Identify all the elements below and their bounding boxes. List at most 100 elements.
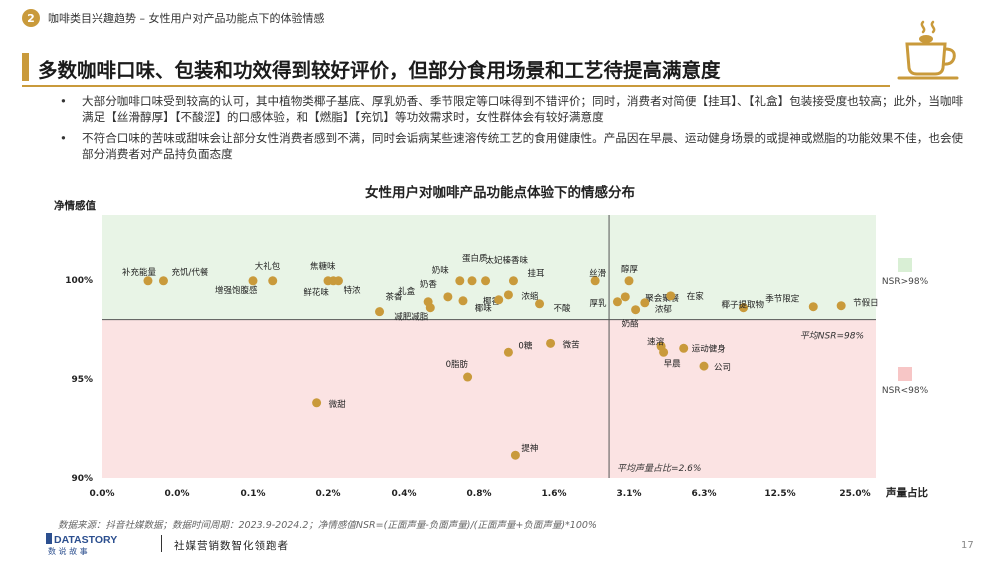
data-point (143, 276, 153, 286)
data-source-note: 数据来源：抖音社媒数据；数据时间周期：2023.9-2024.2；净情感值NSR… (58, 520, 597, 531)
x-tick-label: 3.1% (617, 489, 642, 499)
data-point (739, 303, 749, 313)
datastory-logo: DATASTORY 数 说 故 事 (46, 533, 117, 555)
coffee-cup-icon (897, 20, 959, 80)
y-tick-label: 90% (71, 474, 93, 484)
section-title: 咖啡类目兴趣趋势 – 女性用户对产品功能点下的体验情感 (48, 12, 325, 25)
data-point (508, 276, 518, 286)
legend-swatch-low (898, 367, 912, 381)
data-point (620, 292, 630, 302)
data-label: 挂耳 (527, 268, 545, 279)
data-label: 椰味 (475, 303, 493, 314)
data-label: 季节限定 (765, 294, 800, 305)
page-headline: 多数咖啡口味、包装和功效得到较好评价，但部分食用场景和工艺待提高满意度 (38, 59, 721, 82)
data-point (312, 398, 322, 408)
section-number: 2 (22, 9, 40, 27)
data-point (158, 276, 168, 286)
data-label: 奶味 (432, 265, 450, 276)
data-label: 椰子提取物 (722, 300, 765, 311)
data-point (268, 276, 278, 286)
data-point (631, 305, 641, 315)
svg-text:DATASTORY: DATASTORY (54, 534, 117, 546)
data-label: 焦糖味 (310, 261, 336, 272)
data-label: 在家 (687, 291, 705, 302)
legend-swatch-high (898, 258, 912, 272)
x-tick-label: 1.6% (542, 489, 567, 499)
data-point (375, 307, 385, 317)
data-label: 提神 (521, 443, 538, 454)
data-label: 醇厚 (621, 264, 639, 275)
data-point (546, 338, 556, 348)
data-point (659, 347, 669, 357)
data-point (808, 302, 818, 312)
data-point (481, 276, 491, 286)
chart-title: 女性用户对咖啡产品功能点体验下的情感分布 (365, 185, 635, 201)
data-point (612, 297, 622, 307)
data-label: 礼盒 (398, 286, 416, 297)
data-point (590, 276, 600, 286)
data-point (458, 296, 468, 306)
y-tick-label: 100% (65, 276, 93, 286)
data-label: 不酸 (554, 303, 572, 314)
x-tick-label: 25.0% (839, 489, 870, 499)
svg-text:数 说 故 事: 数 说 故 事 (48, 546, 88, 555)
avg-nsr-label: 平均NSR=98% (800, 331, 864, 342)
data-label: 太妃榛香味 (486, 255, 529, 266)
data-point (333, 276, 343, 286)
x-tick-label: 0.8% (467, 489, 492, 499)
data-point (640, 298, 650, 308)
data-label: 椰香 (483, 296, 501, 307)
negative-zone (102, 319, 876, 478)
x-tick-label: 12.5% (764, 489, 795, 499)
data-label: 减肥减脂 (394, 312, 429, 323)
headline-underline (22, 85, 890, 87)
bullet-item: 大部分咖啡口味受到较高的认可，其中植物类椰子基底、厚乳奶香、季节限定等口味得到不… (60, 93, 970, 125)
data-point (666, 291, 676, 301)
data-point (248, 276, 258, 286)
data-point (679, 343, 689, 353)
x-tick-label: 0.0% (90, 489, 115, 499)
data-label: 蛋白质 (462, 253, 488, 264)
x-tick-label: 0.4% (392, 489, 417, 499)
data-label: 增强饱腹感 (215, 285, 258, 296)
x-tick-label: 6.3% (692, 489, 717, 499)
data-label: 厚乳 (589, 298, 607, 309)
data-label: 奶香 (420, 279, 438, 290)
data-point (463, 372, 473, 382)
x-tick-label: 0.1% (241, 489, 266, 499)
x-axis-title: 声量占比 (886, 487, 928, 499)
data-label: 公司 (714, 363, 731, 373)
data-label: 速溶 (647, 336, 665, 347)
y-tick-label: 95% (71, 375, 93, 385)
data-point (443, 292, 453, 302)
data-label: 早晨 (664, 359, 682, 369)
headline-accent-bar (22, 53, 29, 81)
data-label: 丝滑 (589, 268, 607, 279)
data-label: 充饥/代餐 (171, 267, 208, 278)
footer-separator (161, 535, 162, 552)
data-label: 0脂肪 (446, 359, 469, 370)
data-point (455, 276, 465, 286)
footer-tagline: 社媒营销数智化领跑者 (174, 540, 289, 552)
data-point (836, 301, 846, 311)
data-point (467, 276, 477, 286)
data-point (535, 299, 545, 309)
y-axis-title: 净情感值 (54, 200, 96, 212)
data-point (510, 450, 520, 460)
data-label: 奶酪 (622, 319, 640, 330)
legend-high: NSR>98% (880, 258, 930, 287)
legend-low: NSR<98% (880, 367, 930, 396)
data-label: 浓缩 (521, 291, 539, 302)
data-label: 运动健身 (692, 343, 726, 354)
data-point (624, 276, 634, 286)
data-label: 茶香 (386, 292, 404, 303)
data-label: 浓郁 (655, 304, 673, 315)
data-label: 节假日 (853, 299, 879, 309)
legend-label-low: NSR<98% (881, 386, 929, 396)
legend-label-high: NSR>98% (881, 277, 929, 287)
page-number: 17 (961, 540, 974, 551)
data-label: 聚会聚餐 (645, 293, 680, 304)
insight-bullets: 大部分咖啡口味受到较高的认可，其中植物类椰子基底、厚乳奶香、季节限定等口味得到不… (60, 93, 970, 167)
data-label: 微甜 (329, 399, 347, 410)
